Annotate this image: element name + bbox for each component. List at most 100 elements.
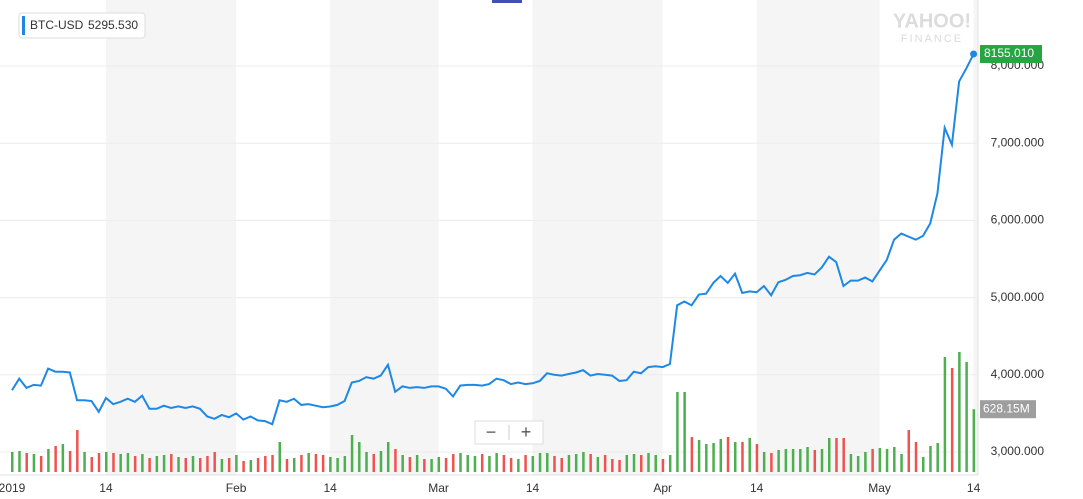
volume-bar [90,457,94,472]
volume-bar [235,455,238,472]
volume-bar [668,455,672,472]
volume-bar [329,457,332,472]
zoom-out[interactable]: − [486,422,497,442]
zoom-in[interactable]: + [521,422,532,442]
volume-bar [256,458,260,472]
volume-bar [777,450,780,472]
volume-bar [690,437,694,472]
volume-bar [864,452,867,472]
volume-bar [473,456,477,472]
x-tick-label: 14 [526,481,540,495]
volume-bar [546,453,549,472]
volume-bar [625,455,629,472]
price-line [11,53,975,426]
volume-bar [61,444,65,472]
volume-bar [184,458,188,472]
volume-bar [849,454,853,472]
volume-bar [936,443,939,472]
volume-bar [415,455,419,472]
volume-bar [83,452,86,472]
volume-bar [611,459,614,472]
volume-bar [574,454,578,472]
band [973,0,978,475]
volume-bar [242,461,245,472]
last-label: 8155.010 [984,46,1034,60]
volume-bar [350,435,354,472]
volume-bar [950,368,954,472]
volume-bar [842,438,845,472]
last-point [970,50,978,58]
volume-bar [560,458,563,472]
volume-bar [437,457,441,472]
volume-bar [762,452,766,472]
x-tick-label: 2019 [0,481,26,495]
x-tick-label: 14 [323,481,337,495]
band [105,0,237,475]
volume-bar [227,458,231,472]
volume-bar [734,442,737,472]
volume-bar [264,456,267,472]
volume-bar [213,452,216,472]
range-indicator [492,0,522,3]
volume-bar [430,459,433,472]
y-tick-label: 3,000.000 [991,444,1045,458]
band [438,0,533,475]
y-tick-label: 4,000.000 [991,367,1045,381]
volume-bar [488,456,491,472]
volume-bar [893,447,896,472]
volume-bar [697,440,701,472]
band [756,0,880,475]
volume-bar [104,452,108,472]
volume-bar [76,430,79,472]
volume-bar [813,450,817,472]
volume-bar [343,456,347,472]
legend-box [18,12,146,39]
month-bands [12,0,978,475]
volume-bar [155,456,159,472]
volume-bar [726,437,730,472]
volume-bar [401,455,404,472]
volume-bar [162,455,166,472]
volume-bar [191,456,195,472]
volume-bar [444,458,448,472]
legend-label: BTC-USD [30,18,84,32]
volume-bar [32,454,36,472]
volume-bar [480,454,484,472]
volume-bar [921,457,925,472]
volume-bar [647,453,650,472]
volume-bar [68,451,72,472]
volume-bar [206,456,209,472]
volume-bar [170,454,173,472]
volume-bar [827,438,831,472]
volume-bar [386,442,390,472]
volume-bar [654,455,657,472]
volume-bar [741,442,744,472]
y-tick-label: 7,000.000 [991,135,1045,149]
volume-bar [314,454,318,472]
x-tick-label: 14 [750,481,764,495]
volume-bar [517,459,520,472]
volume-bar [820,449,824,472]
volume-bar [336,458,339,472]
volume-bar [596,457,600,472]
legend: BTC-USD 5295.530 [18,12,146,39]
last-label-box [980,45,1042,64]
band [12,0,106,475]
volume-bar [119,454,122,472]
volume-bar [466,455,469,472]
volume-bar [856,456,860,472]
volume-bar [553,456,556,472]
volume-bar [958,352,961,472]
volume-bar [502,455,506,472]
volume-bar [885,449,889,472]
volume-bar [603,455,607,472]
volume-bar [292,458,296,472]
volume-bar [394,449,397,472]
volume-bar [452,454,455,472]
volume-bar [755,444,759,472]
volume-bar [835,438,838,472]
volume-bar [249,460,253,472]
volume-bar [509,458,513,472]
volume-bar [806,447,809,472]
